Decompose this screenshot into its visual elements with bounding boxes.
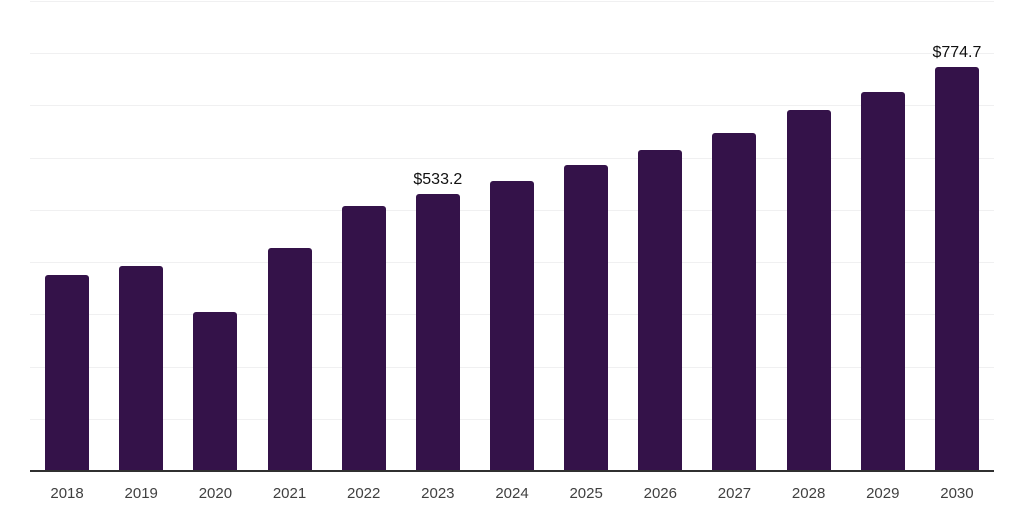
x-tick-label-2023: 2023 (421, 485, 455, 502)
x-tick-label-2018: 2018 (50, 485, 84, 502)
bar-2028 (786, 110, 831, 472)
bar-2030 (934, 67, 979, 472)
bar-2019 (119, 265, 164, 472)
x-axis-labels: 2018 2019 2020 2021 2022 2023 2024 2025 2026 2027… (30, 486, 994, 506)
value-label-2030: $774.7 (932, 44, 982, 62)
x-tick-label-2029: 2029 (866, 485, 900, 502)
gridline-700 (30, 105, 994, 107)
gridline-800 (30, 53, 994, 55)
x-tick-label-2026: 2026 (643, 485, 677, 502)
gridline-600 (30, 157, 994, 159)
x-tick-label-2019: 2019 (124, 485, 158, 502)
bar-2021 (267, 247, 312, 472)
x-tick-label-2028: 2028 (791, 485, 826, 502)
bar-2020 (193, 311, 238, 472)
x-tick-label-2024: 2024 (495, 485, 529, 502)
x-tick-label-2021: 2021 (272, 485, 307, 502)
value-label-2023: $533.2 (413, 170, 463, 188)
x-tick-label-2020: 2020 (198, 485, 233, 502)
plot-area: $533.2 $774.7 (30, 1, 994, 472)
x-tick-label-2027: 2027 (717, 485, 752, 502)
x-tick-label-2022: 2022 (347, 485, 381, 502)
bar-2024 (490, 180, 534, 472)
bar-2023 (415, 193, 460, 472)
x-tick-label-2025: 2025 (569, 485, 603, 502)
bar-2025 (564, 165, 609, 472)
bar-2018 (45, 275, 90, 472)
bar-2027 (712, 132, 757, 472)
bar-2026 (638, 149, 683, 472)
bar-2029 (860, 91, 905, 472)
x-axis-line (30, 470, 994, 472)
bar-2022 (341, 205, 386, 472)
x-tick-label-2030: 2030 (940, 485, 974, 502)
gridline-900 (30, 1, 994, 2)
